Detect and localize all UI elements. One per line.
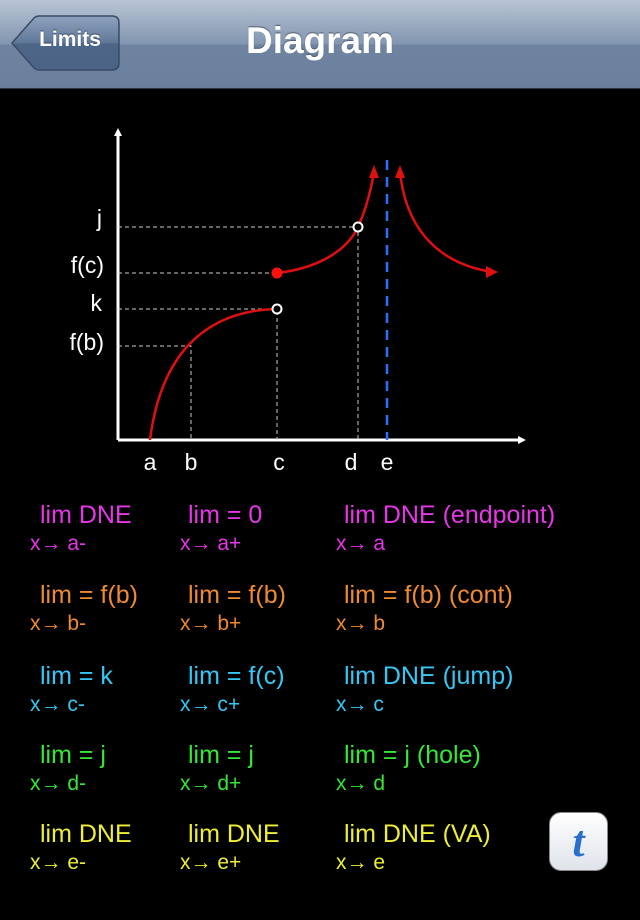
y-label: f(c) [71,252,104,278]
x-label: b [185,449,198,475]
nav-title: Diagram [245,20,395,61]
limit-text: lim DNE (VA) [344,820,491,848]
x-label: e [381,449,394,475]
approach-text: x→ d [336,772,386,795]
limit-cell: lim = k x→ c- [30,662,113,717]
approach-text: x→ b+ [180,612,242,635]
approach-text: x→ d- [30,772,87,795]
back-button[interactable] [10,15,120,71]
limit-text: lim = k [40,662,113,690]
approach-text: x→ c [336,693,384,716]
curve-arrows [369,165,498,278]
limit-cell: lim DNE x→ e+ [180,820,280,875]
limit-text: lim = j [188,741,254,769]
limit-text: lim = 0 [188,501,263,529]
limit-cell: lim DNE x→ a- [30,501,132,556]
approach-text: x→ e- [30,851,87,874]
y-label: j [96,205,102,231]
approach-text: x→ e [336,851,386,874]
limit-text: lim DNE [188,820,280,848]
limit-text: lim = f(b) [188,581,286,609]
back-label[interactable]: Limits [39,28,101,51]
limit-text: lim DNE [40,820,132,848]
limit-cell: lim = 0 x→ a+ [180,501,262,556]
approach-text: x→ c- [30,693,85,716]
diagram: j f(c) k f(b) a b c d e [70,128,526,475]
open-point [271,303,283,315]
open-point [352,221,364,233]
x-label: d [345,449,358,475]
curves [148,171,493,441]
axes [116,134,520,442]
limit-cell: lim = f(b) x→ b+ [180,581,286,636]
approach-text: x→ a- [30,532,87,555]
limit-text: lim = j [40,741,106,769]
y-label: f(b) [70,329,105,355]
app-button[interactable]: t [549,812,608,871]
limit-cell: lim DNE x→ e- [30,820,132,875]
closed-point [271,267,283,279]
limit-cell: lim = j x→ d- [30,741,106,796]
limit-text: lim DNE [40,501,132,529]
limit-cell: lim = f(b) x→ b- [30,581,138,636]
y-label: k [91,290,103,316]
approach-text: x→ d+ [180,772,242,795]
nav-bar: Limits Diagram [0,0,640,89]
axis-arrows [114,128,526,444]
limit-text: lim = f(b) (cont) [344,581,513,609]
approach-text: x→ e+ [180,851,242,874]
limit-cell: lim = j x→ d+ [180,741,254,796]
limit-text: lim = j (hole) [344,741,481,769]
limit-text: lim = f(b) [40,581,138,609]
limit-cell: lim DNE (endpoint) x→ a [336,501,555,556]
limit-text: lim DNE (jump) [344,662,514,690]
limit-cell: lim DNE (jump) x→ c [336,662,513,717]
limit-cell: lim = j (hole) x→ d [336,741,481,796]
limit-cell: lim DNE (VA) x→ e [336,820,491,875]
guide-lines [118,226,359,440]
limit-text: lim = f(c) [188,662,285,690]
limit-cell: lim = f(c) x→ c+ [180,662,285,717]
limit-text: lim DNE (endpoint) [344,501,556,529]
approach-text: x→ c+ [180,693,241,716]
x-label: a [144,449,157,475]
approach-text: x→ b [336,612,386,635]
limit-cell: lim = f(b) (cont) x→ b [336,581,513,636]
approach-text: x→ b- [30,612,87,635]
x-label: c [273,449,285,475]
approach-text: x→ a+ [180,532,242,555]
approach-text: x→ a [336,532,386,555]
